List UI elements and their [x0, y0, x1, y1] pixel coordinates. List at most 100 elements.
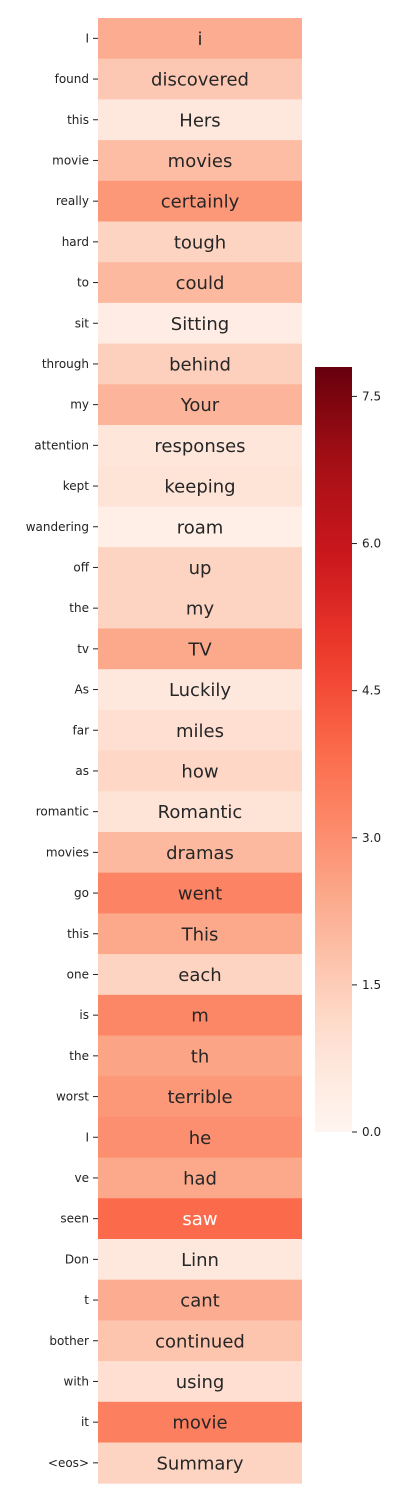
heatmap-cell: [98, 709, 302, 752]
heatmap-cell: [98, 1361, 302, 1403]
y-tick-label: is: [79, 1008, 89, 1022]
heatmap-cell: [98, 99, 302, 141]
y-tick-label: this: [67, 927, 89, 941]
cell-label: behind: [169, 354, 231, 375]
cell-label: roam: [177, 517, 224, 538]
colorbar-tick-label: 1.5: [362, 978, 381, 992]
heatmap-cell: [98, 1198, 302, 1240]
cell-label: m: [191, 1006, 209, 1027]
y-tick-label: as: [75, 764, 89, 778]
cell-label: dramas: [166, 843, 234, 864]
colorbar-tick-label: 6.0: [362, 537, 381, 551]
y-tick-label: to: [77, 276, 89, 290]
heatmap-cell: [98, 506, 302, 548]
y-tick-label: with: [64, 1374, 89, 1388]
y-tick-label: attention: [34, 438, 89, 452]
y-tick-label: really: [56, 194, 89, 208]
heatmap-cell: [98, 954, 302, 996]
y-tick-label: wandering: [26, 520, 89, 534]
y-tick-label: the: [69, 601, 89, 615]
y-tick-label: romantic: [36, 805, 89, 819]
heatmap-cell: [98, 832, 302, 874]
cell-label: up: [189, 558, 212, 579]
heatmap-cell: [98, 180, 302, 222]
heatmap-cell: [98, 1442, 302, 1484]
cell-label: responses: [154, 436, 245, 457]
cell-label: how: [181, 761, 218, 782]
heatmap-cell: [98, 343, 302, 385]
y-tick-label: sit: [75, 316, 90, 330]
y-tick-label: off: [73, 560, 89, 574]
colorbar-tick-label: 3.0: [362, 831, 381, 845]
heatmap-cell: [98, 221, 302, 263]
y-tick-label: my: [70, 398, 89, 412]
heatmap-cell: [98, 1320, 302, 1362]
y-tick-label: seen: [60, 1212, 89, 1226]
cell-label: discovered: [151, 70, 249, 91]
heatmap-cell: [98, 750, 302, 792]
heatmap-cell: [98, 1076, 302, 1118]
cell-label: This: [181, 924, 219, 945]
heatmap-cell: [98, 1401, 302, 1443]
cell-label: TV: [187, 639, 212, 660]
heatmap-rows: iIdiscoveredfoundHersthismoviesmoviecert…: [26, 18, 302, 1484]
cell-label: saw: [182, 1209, 217, 1230]
heatmap-cell: [98, 425, 302, 467]
heatmap-cell: [98, 1279, 302, 1321]
heatmap-cell: [98, 302, 302, 345]
heatmap-cell: [98, 384, 302, 426]
y-tick-label: kept: [63, 479, 90, 493]
heatmap-cell: [98, 628, 302, 670]
cell-label: Linn: [181, 1250, 219, 1271]
heatmap-cell: [98, 18, 302, 60]
heatmap-cell: [98, 58, 302, 100]
y-tick-label: go: [74, 886, 89, 900]
heatmap-cell: [98, 791, 302, 833]
heatmap-cell: [98, 872, 302, 914]
heatmap-cell: [98, 1035, 302, 1077]
y-tick-label: the: [69, 1049, 89, 1063]
cell-label: movies: [168, 151, 233, 172]
heatmap-cell: [98, 913, 302, 955]
cell-label: Summary: [157, 1453, 244, 1474]
cell-label: Romantic: [158, 802, 243, 823]
colorbar-tick-label: 4.5: [362, 684, 381, 698]
cell-label: each: [178, 965, 221, 986]
y-tick-label: worst: [56, 1090, 89, 1104]
cell-label: i: [197, 29, 202, 50]
cell-label: miles: [176, 721, 224, 742]
y-tick-label: through: [42, 357, 89, 371]
heatmap-cell: [98, 140, 302, 182]
y-tick-label: I: [85, 1130, 89, 1144]
colorbar-tick-label: 7.5: [362, 389, 381, 403]
cell-label: had: [183, 1168, 217, 1189]
cell-label: certainly: [161, 192, 240, 213]
cell-label: using: [176, 1372, 225, 1393]
y-tick-label: <eos>: [48, 1456, 89, 1470]
y-tick-label: this: [67, 113, 89, 127]
cell-label: Hers: [179, 110, 220, 131]
heatmap-cell: [98, 1116, 302, 1159]
cell-label: keeping: [164, 477, 235, 498]
y-tick-label: I: [85, 31, 89, 45]
cell-label: movie: [172, 1413, 227, 1434]
colorbar-gradient: [315, 367, 352, 1132]
heatmap-cell: [98, 262, 302, 304]
y-tick-label: t: [84, 1293, 89, 1307]
cell-label: Your: [180, 395, 220, 416]
y-tick-label: tv: [77, 642, 89, 656]
y-tick-label: movies: [46, 845, 89, 859]
y-tick-label: it: [81, 1415, 89, 1429]
y-tick-label: bother: [49, 1334, 89, 1348]
cell-label: cant: [180, 1291, 219, 1312]
heatmap-cell: [98, 994, 302, 1036]
heatmap-cell: [98, 1239, 302, 1281]
heatmap-cell: [98, 547, 302, 589]
cell-label: continued: [155, 1331, 245, 1352]
y-tick-label: Don: [65, 1252, 89, 1266]
heatmap-cell: [98, 1157, 302, 1199]
cell-label: my: [186, 599, 215, 620]
colorbar-tick-label: 0.0: [362, 1125, 381, 1139]
heatmap-cell: [98, 465, 302, 507]
colorbar: 0.0 1.5 3.0 4.5 6.0 7.5: [315, 367, 381, 1139]
